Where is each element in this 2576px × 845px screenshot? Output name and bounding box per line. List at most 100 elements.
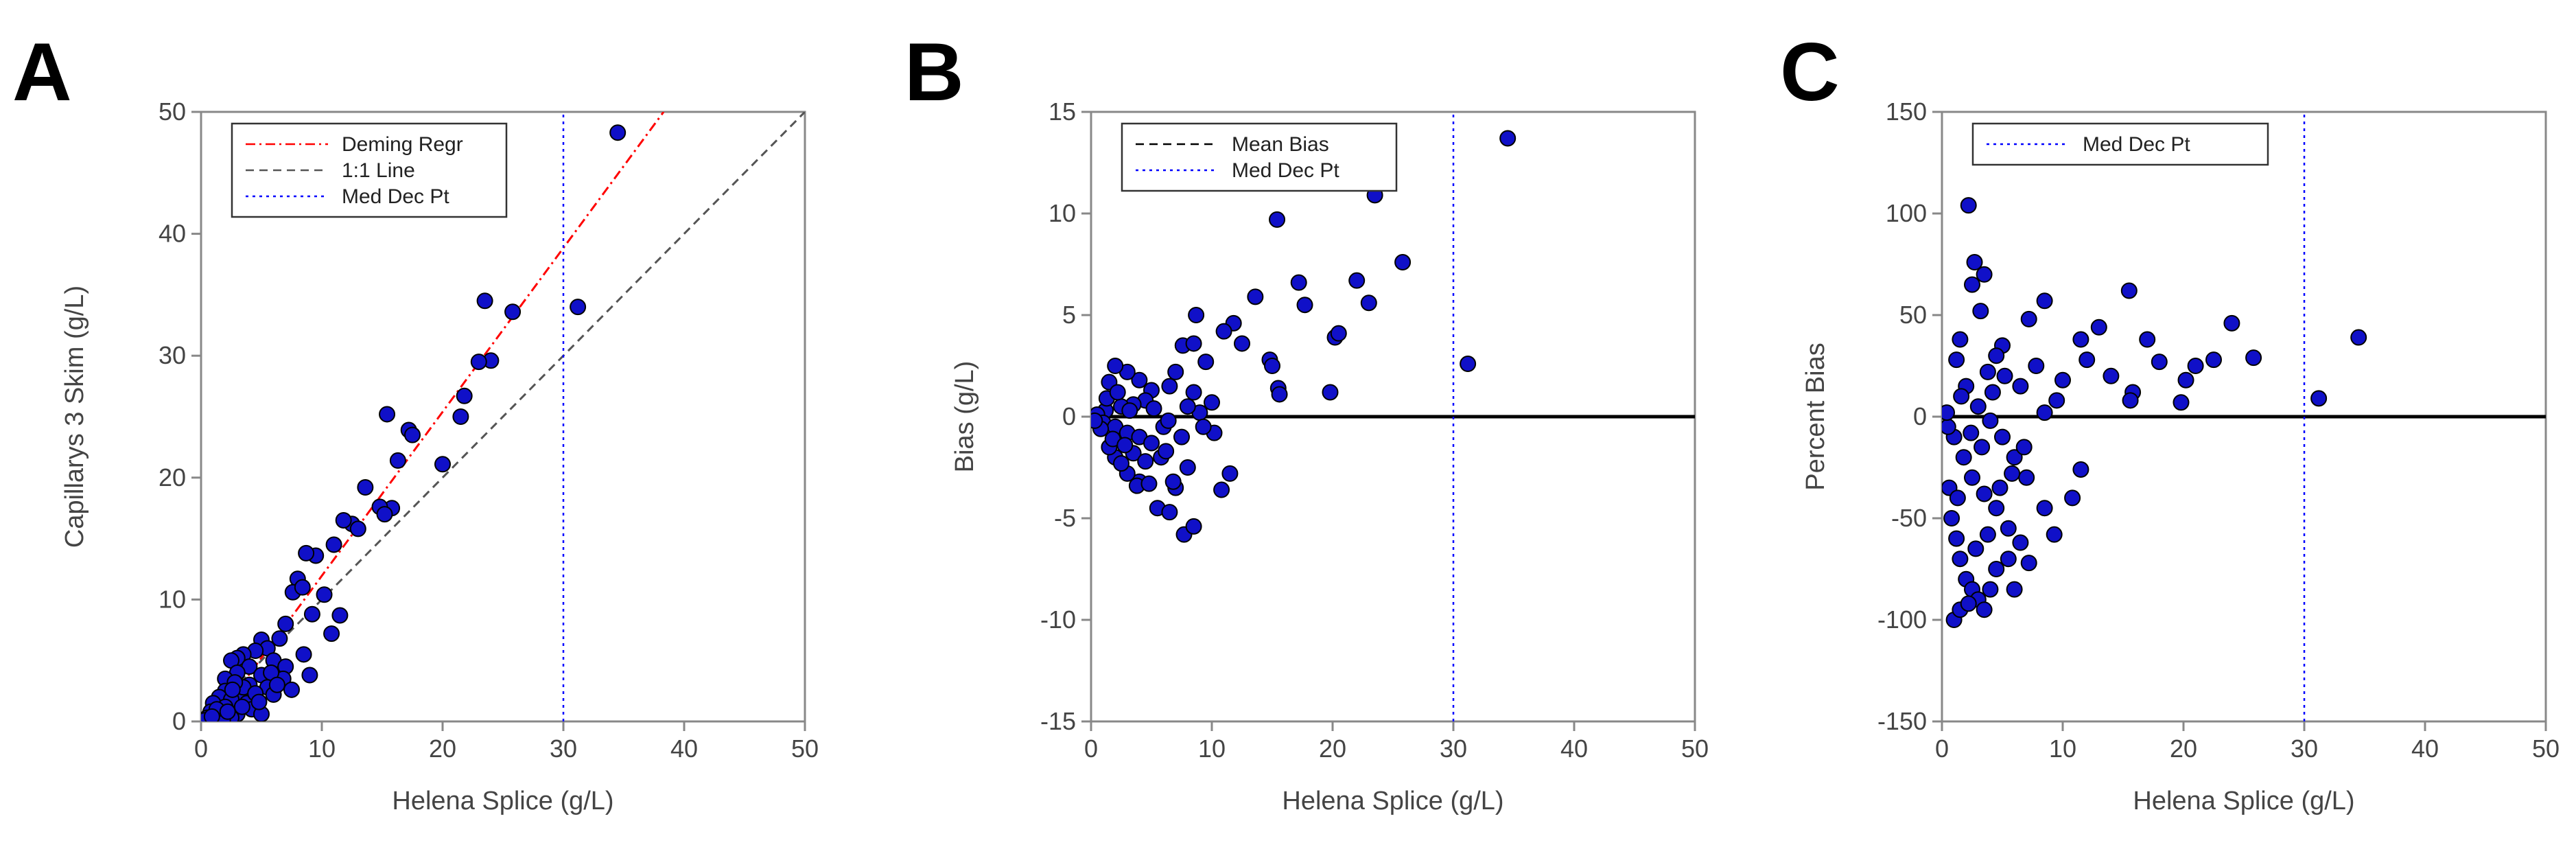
panel-b-data-point [1247,288,1264,305]
panel-c-data-point [1979,526,1996,543]
panel-letter-c: C [1780,26,1840,118]
panel-c-data-point [1974,439,1991,456]
panel-a-data-point [357,479,374,496]
panel-a-data-point [298,544,315,562]
panel-b-data-point [1330,325,1347,342]
panel-c-data-point [1988,347,2005,364]
panel-b-x-tick-label: 40 [1560,734,1588,763]
panel-b-y-tick-label: -15 [1040,707,1076,735]
panel-b-data-point [1460,356,1477,373]
panel-c-y-tick-label: -100 [1877,605,1927,634]
panel-b-data-point [1145,400,1162,417]
panel-c-data-point [1948,351,1965,369]
panel-c-data-point [2120,282,2138,299]
panel-b-legend-box [1121,122,1398,192]
panel-b-data-point [1158,443,1175,460]
panel-c-data-point [2015,439,2033,456]
panel-a-data-point [316,586,333,603]
panel-a-data-point [570,299,587,316]
panel-c-y-tick-label: 150 [1886,97,1927,126]
panel-letter-b: B [904,26,964,118]
panel-c-data-point [2036,500,2053,517]
panel-a-data-point [376,506,393,523]
panel-c-data-point [2310,390,2328,407]
panel-c-data-point [2223,314,2240,332]
panel-b-data-point [1091,412,1103,429]
panel-a-x-tick-label: 20 [429,734,456,763]
panel-b-data-point [1179,459,1196,476]
panel-a-x-tick-label: 10 [308,734,336,763]
panel-c-data-point [2139,331,2156,348]
panel-a-x-tick-label: 30 [550,734,577,763]
panel-c-data-point [2350,329,2367,346]
panel-a-y-tick-label: 10 [159,585,186,613]
panel-c-data-point [2048,392,2065,409]
panel-c-data-point [2173,394,2190,411]
panel-b-points [1091,130,1517,543]
panel-c-y-tick-label: -150 [1877,707,1927,735]
panel-c-data-point [1994,428,2011,445]
panel-b-y-tick-label: -5 [1054,504,1076,532]
panel-c-y-axis-title: Percent Bias [1801,343,1830,490]
panel-c-data-point [2079,351,2096,369]
panel-c-data-point [2205,351,2222,369]
panel-c-data-point [2122,392,2139,409]
panel-c-y-tick-label: 100 [1886,199,1927,227]
panel-c-x-tick-label: 30 [2291,734,2318,763]
panel-c-data-point [1953,388,1970,405]
panel-a-y-tick-label: 20 [159,463,186,491]
panel-c-data-point [2006,449,2023,466]
panel-b-y-axis-title: Bias (g/L) [950,361,979,473]
panel-c-data-point [2036,292,2053,310]
panel-b-data-point [1185,384,1202,401]
panel-a-data-point [224,681,241,698]
panel-c-data-point [1976,266,1993,283]
panel-b-data-point [1215,323,1232,340]
panel-c-data-point [2020,310,2037,327]
panel-a-y-tick-label: 40 [159,220,186,248]
panel-a-data-point [250,693,268,710]
panel-a-data-point [452,408,469,425]
panel-b-data-point [1322,384,1339,401]
panel-c-data-point [1976,485,1993,502]
panel-c-x-tick-label: 10 [2049,734,2076,763]
panel-c-x-tick-label: 0 [1935,734,1949,763]
panel-a-x-axis-title: Helena Splice (g/L) [392,787,613,815]
panel-a-data-point [335,511,352,529]
panel-c-data-point [2103,367,2120,384]
panel-a-data-point [476,292,493,310]
panel-a-data-point [268,676,285,693]
panel-c-data-point [1979,363,1996,380]
panel-a-data-point [456,387,473,404]
panel-c-data-point [1982,412,1999,429]
panel-b-data-point [1296,297,1313,314]
panel-a-x-tick-label: 0 [194,734,208,763]
panel-c-points [1942,197,2367,628]
panel-a-data-point [331,607,349,624]
panel-b-data-point [1185,518,1202,535]
panel-b-x-tick-label: 0 [1084,734,1098,763]
panel-a-y-tick-label: 0 [172,707,186,735]
panel-c-data-point [1952,551,1969,568]
panel-a-data-point [379,406,396,423]
panel-c-data-point [2000,551,2017,568]
panel-b-data-point [1179,398,1196,415]
panel-b-y-tick-label: 5 [1062,301,1076,329]
panel-b-lines [1091,112,1695,721]
panel-c-chart: 0 10 20 30 40 50 -150 -100 -50 0 50 100 150 Helena Sp… [1801,97,2560,815]
panel-b-data-point [1269,211,1286,228]
panel-b-data-point [1109,384,1126,401]
panel-c-data-point [2054,371,2071,389]
panel-b-x-axis-title: Helena Splice (g/L) [1282,787,1503,815]
panel-c-data-point [1967,540,1984,557]
panel-c-data-point [1942,418,1956,435]
panel-b-data-point [1113,455,1129,472]
panel-a-data-point [295,646,312,663]
panel-b-data-point [1499,130,1517,147]
panel-c-data-point [2177,371,2194,389]
panel-a-data-point [271,630,288,647]
panel-b-x-tick-label: 50 [1681,734,1709,763]
panel-b-y-tick-label: -10 [1040,605,1076,634]
panel-c-data-point [1988,500,2005,517]
